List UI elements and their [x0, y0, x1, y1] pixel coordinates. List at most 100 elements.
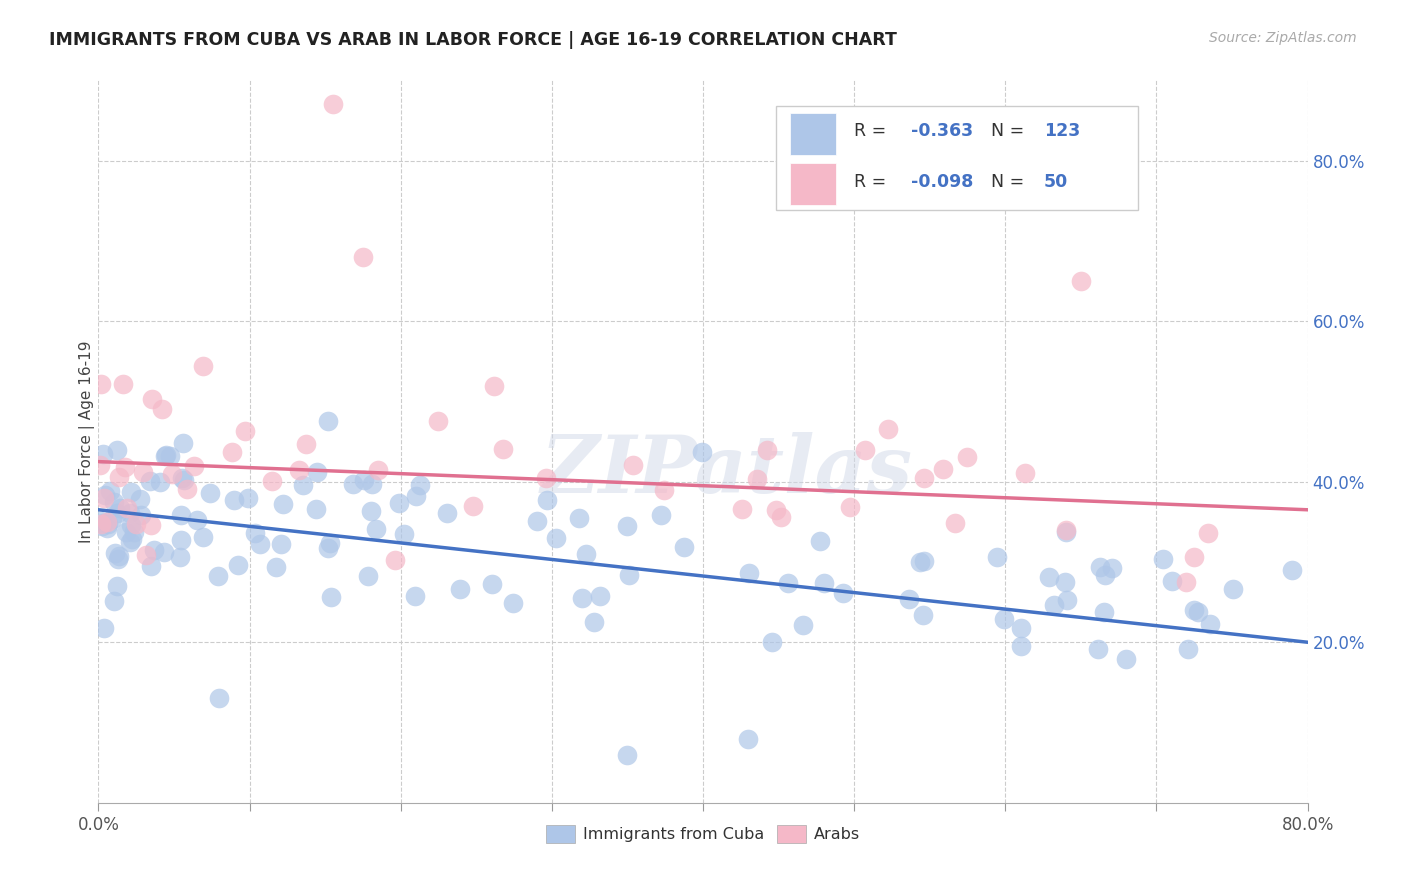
Point: [449, 582, 471, 597]
Point: [1281, 563, 1303, 577]
Point: [319, 591, 342, 605]
Point: [1054, 524, 1077, 538]
Point: [361, 477, 384, 491]
Point: [912, 554, 935, 568]
Point: [1088, 559, 1111, 574]
Point: [761, 634, 783, 648]
Point: [108, 470, 131, 484]
Point: [169, 550, 191, 565]
Point: [357, 569, 380, 583]
Point: [108, 500, 131, 515]
Point: [1010, 639, 1032, 653]
Point: [132, 465, 155, 479]
Point: [159, 449, 181, 463]
Text: -0.098: -0.098: [911, 172, 973, 191]
Point: [877, 422, 900, 436]
Point: [672, 540, 695, 554]
Point: [955, 450, 977, 464]
Point: [738, 566, 761, 580]
Point: [91, 516, 114, 530]
Point: [546, 532, 568, 546]
Point: [91, 447, 114, 461]
Point: [260, 474, 283, 488]
FancyBboxPatch shape: [790, 163, 837, 205]
Point: [135, 549, 157, 563]
Point: [616, 518, 638, 533]
Point: [93, 621, 115, 635]
Point: [384, 552, 406, 566]
Point: [617, 568, 640, 582]
Point: [238, 491, 260, 505]
Point: [90, 377, 112, 392]
Point: [170, 508, 193, 522]
Point: [912, 471, 935, 485]
Point: [173, 473, 195, 487]
Point: [352, 250, 374, 264]
Point: [652, 483, 675, 497]
Point: [105, 442, 128, 457]
Point: [128, 491, 150, 506]
Point: [1101, 560, 1123, 574]
Text: R =: R =: [855, 172, 891, 191]
Point: [129, 508, 152, 522]
Point: [769, 509, 792, 524]
Point: [492, 442, 515, 457]
Point: [120, 517, 142, 532]
Point: [589, 589, 612, 603]
Point: [153, 449, 176, 463]
Point: [482, 379, 505, 393]
Point: [101, 511, 124, 525]
Point: [115, 500, 138, 515]
Point: [142, 542, 165, 557]
Point: [404, 590, 426, 604]
Point: [1094, 568, 1116, 582]
Point: [536, 493, 558, 508]
Point: [943, 516, 966, 530]
Point: [765, 502, 787, 516]
Point: [776, 575, 799, 590]
Point: [1011, 621, 1033, 635]
Point: [120, 485, 142, 500]
Point: [105, 578, 128, 592]
Point: [737, 731, 759, 746]
Text: ZIPatlas: ZIPatlas: [541, 432, 914, 509]
Point: [808, 534, 831, 549]
Point: [90, 519, 112, 533]
Point: [318, 541, 340, 555]
Point: [1222, 582, 1244, 596]
Point: [388, 496, 411, 510]
Point: [107, 549, 129, 563]
Legend: Immigrants from Cuba, Arabs: Immigrants from Cuba, Arabs: [540, 819, 866, 849]
Point: [1115, 651, 1137, 665]
Point: [353, 473, 375, 487]
Point: [436, 507, 458, 521]
FancyBboxPatch shape: [790, 113, 837, 155]
Point: [89, 514, 111, 528]
Point: [367, 463, 389, 477]
Point: [207, 569, 229, 583]
Text: N =: N =: [991, 172, 1029, 191]
Point: [294, 437, 316, 451]
Point: [139, 517, 162, 532]
Point: [1070, 274, 1092, 288]
Point: [155, 448, 177, 462]
Point: [245, 526, 267, 541]
Point: [107, 552, 129, 566]
Point: [409, 477, 432, 491]
Point: [139, 559, 162, 574]
Point: [755, 442, 778, 457]
Point: [191, 359, 214, 373]
Point: [1056, 592, 1078, 607]
Text: -0.363: -0.363: [911, 122, 973, 140]
Point: [1182, 550, 1205, 565]
Point: [364, 522, 387, 536]
Point: [650, 508, 672, 522]
Point: [89, 458, 111, 473]
Point: [138, 474, 160, 488]
Point: [526, 514, 548, 528]
Point: [288, 463, 311, 477]
Point: [360, 504, 382, 518]
Point: [266, 560, 288, 574]
Point: [1198, 616, 1220, 631]
Point: [104, 546, 127, 560]
